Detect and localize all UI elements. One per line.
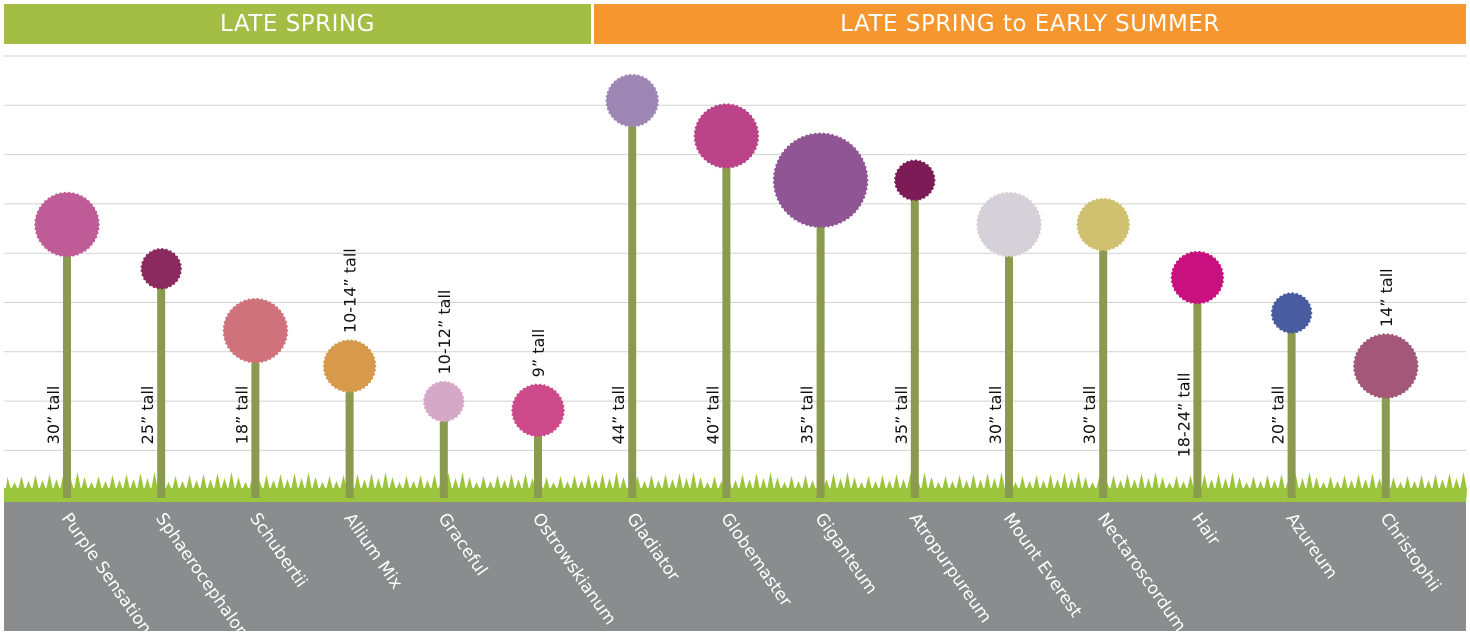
stem-azureum: [1287, 313, 1296, 498]
bloom-mount-everest: [976, 191, 1042, 258]
height-label-giganteum: 35” tall: [798, 386, 817, 445]
bloom-azureum: [1270, 292, 1313, 334]
bloom-purple-sensation: [34, 191, 100, 258]
bloom-graceful: [422, 380, 465, 423]
height-label-purple-sensation: 30” tall: [44, 386, 63, 445]
height-label-allium-mix: 10-14” tall: [341, 248, 360, 333]
bloom-giganteum: [772, 132, 869, 229]
stem-gladiator: [628, 100, 637, 498]
bloom-gladiator: [605, 73, 660, 128]
season-band-late-spring: LATE SPRING: [4, 4, 591, 44]
grass-blades: [4, 472, 1467, 502]
stem-schubertii: [251, 330, 260, 498]
bloom-hair: [1170, 250, 1225, 305]
stem-globemaster: [722, 136, 731, 498]
stem-graceful: [439, 401, 448, 498]
ground: [4, 500, 1466, 631]
height-label-hair: 18-24” tall: [1174, 373, 1193, 458]
stem-giganteum: [816, 180, 825, 498]
bloom-ostrowskianum: [511, 383, 565, 438]
height-label-atropurpureum: 35” tall: [892, 386, 911, 445]
stem-christophii: [1381, 366, 1390, 498]
height-label-christophii: 14” tall: [1377, 268, 1396, 327]
bloom-schubertii: [222, 297, 289, 364]
stems: [63, 100, 1390, 498]
height-label-globemaster: 40” tall: [703, 386, 722, 445]
height-label-graceful: 10-12” tall: [435, 290, 454, 375]
stem-mount-everest: [1005, 224, 1013, 498]
height-label-gladiator: 44” tall: [609, 386, 628, 445]
bloom-nectaroscordum: [1076, 197, 1131, 252]
height-labels: 30” tall 25” tall 18” tall 10-14” tall 10-12…: [44, 248, 1396, 457]
bloom-atropurpureum: [893, 159, 936, 202]
blooms: [34, 73, 1419, 438]
stem-sphaerocephalon: [157, 268, 166, 498]
bloom-globemaster: [693, 103, 760, 169]
height-label-ostrowskianum: 9” tall: [529, 329, 548, 378]
bloom-christophii: [1352, 333, 1419, 400]
height-label-mount-everest: 30” tall: [986, 386, 1005, 445]
bloom-allium-mix: [322, 339, 377, 394]
height-label-sphaerocephalon: 25” tall: [138, 386, 157, 445]
stem-atropurpureum: [910, 180, 919, 498]
height-label-azureum: 20” tall: [1269, 386, 1288, 445]
stem-hair: [1193, 277, 1202, 498]
height-label-nectaroscordum: 30” tall: [1080, 386, 1099, 445]
height-label-schubertii: 18” tall: [232, 386, 251, 445]
grass: [4, 472, 1467, 502]
bloom-sphaerocephalon: [140, 247, 183, 290]
stem-allium-mix: [345, 366, 354, 498]
stem-purple-sensation: [63, 224, 71, 498]
season-band-late-spring-early-summer: LATE SPRING to EARLY SUMMER: [594, 4, 1466, 44]
stem-ostrowskianum: [534, 410, 542, 498]
stem-nectaroscordum: [1099, 224, 1108, 498]
